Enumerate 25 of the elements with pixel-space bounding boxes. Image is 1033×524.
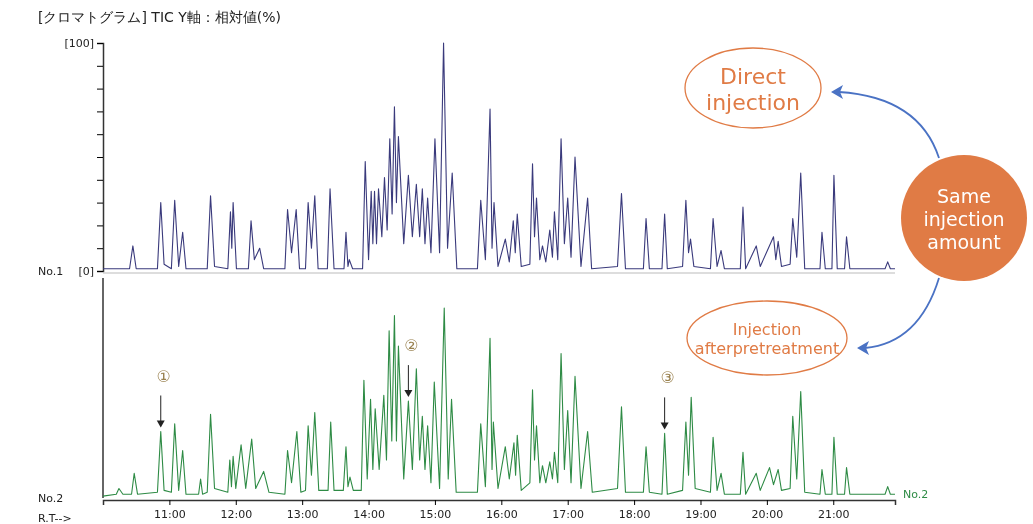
annotation: ③	[660, 368, 675, 388]
x-tick-label: 20:00	[751, 507, 784, 521]
line-series	[102, 42, 896, 270]
x-tick-label: 13:00	[286, 507, 319, 521]
x-tick-label: 11:00	[154, 507, 186, 521]
x-tick-label: 16:00	[485, 507, 518, 521]
y-tick-label: [100]	[64, 37, 94, 51]
x-tick-label: 15:00	[419, 507, 452, 521]
text: Same injection amount	[923, 185, 1005, 253]
annotation: ①	[156, 366, 171, 386]
chart-title: [クロマトグラム] TIC Y軸：相対値(%)	[38, 9, 282, 25]
series-label: No.2	[903, 488, 929, 502]
y-tick-label: [0]	[78, 265, 94, 279]
y-axis-title: No.2	[38, 491, 64, 505]
annotation: Injection afterpretreatment	[694, 320, 840, 359]
x-tick-label: 18:00	[618, 507, 651, 521]
x-tick-label: 21:00	[817, 507, 850, 521]
y-axis-title: No.1	[38, 264, 64, 278]
annotation: ②	[404, 336, 419, 356]
x-tick-label: 12:00	[220, 507, 253, 521]
annotation: Direct injection	[706, 64, 800, 116]
x-axis-title: R.T-->	[38, 511, 72, 524]
x-tick-label: 17:00	[552, 507, 585, 521]
x-tick-label: 14:00	[353, 507, 385, 521]
x-tick-label: 19:00	[685, 507, 717, 521]
